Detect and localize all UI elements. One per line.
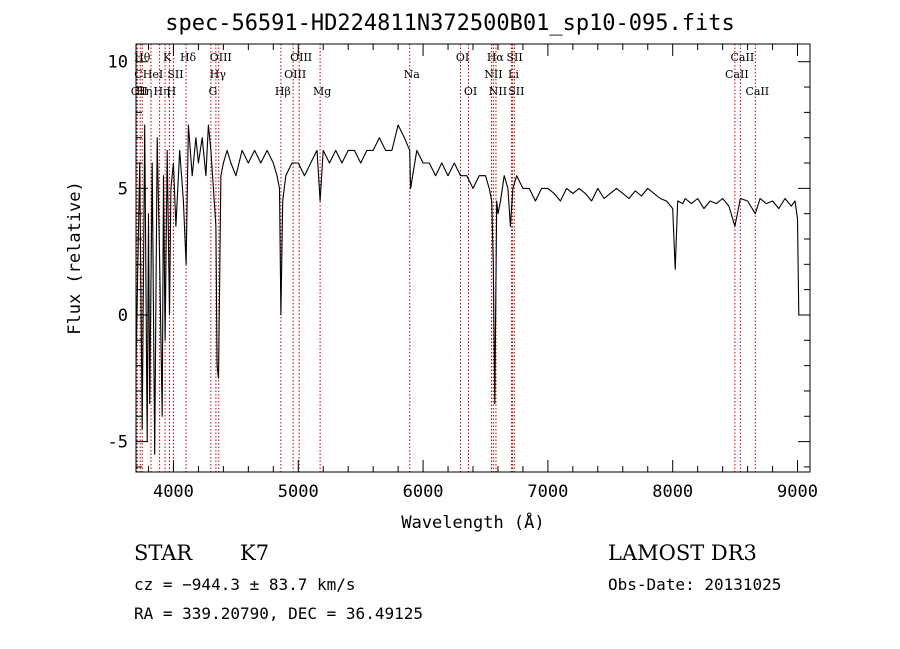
spectral-line-label: OI <box>464 85 477 98</box>
spectral-line-label: OIII <box>210 51 232 64</box>
spectral-line-label: K <box>163 51 172 64</box>
spectral-line-label: OIII <box>284 68 306 81</box>
x-tick-label: 6000 <box>403 482 444 502</box>
redshift-velocity: cz = −944.3 ± 83.7 km/s <box>134 575 356 594</box>
spectral-line-label: Hα <box>487 51 505 64</box>
y-tick-label: -5 <box>108 433 128 453</box>
spectral-line-label: Hη <box>136 85 152 98</box>
spectral-line-label: SII <box>167 68 183 81</box>
spectral-line-label: Hγ <box>210 68 227 81</box>
spectral-line-label: OIII <box>290 51 312 64</box>
spectral-line-label: NII <box>484 68 502 81</box>
spectral-line-label: SII <box>506 51 522 64</box>
y-tick-label: 5 <box>118 179 128 199</box>
spectral-line-label: Hβ <box>275 85 291 98</box>
object-subclass: K7 <box>240 541 270 565</box>
spectral-line-label: SII <box>508 85 524 98</box>
plot-frame <box>135 43 811 473</box>
spectral-line-label: CII <box>131 85 148 98</box>
spectral-line-label: CaII <box>725 68 749 81</box>
spectral-line-label: Hη <box>153 85 169 98</box>
spectral-line-label: C <box>134 68 142 81</box>
coordinates: RA = 339.20790, DEC = 36.49125 <box>134 604 423 623</box>
spectral-line-label: Hθ <box>134 51 151 64</box>
spectral-line-label: Mg <box>313 85 331 98</box>
survey-name: LAMOST DR3 <box>608 541 757 565</box>
x-tick-label: 7000 <box>527 482 568 502</box>
y-tick-label: 10 <box>108 53 128 73</box>
y-tick-label: 0 <box>118 306 128 326</box>
spectral-line-label: Hδ <box>180 51 197 64</box>
spectral-line-label: CaII <box>745 85 769 98</box>
spectral-line-label: HeI <box>143 68 163 81</box>
spectral-line-label: OI <box>456 51 469 64</box>
spectral-line-label: H <box>167 85 177 98</box>
x-tick-label: 4000 <box>153 482 194 502</box>
x-tick-label: 8000 <box>652 482 693 502</box>
observation-date: Obs-Date: 20131025 <box>608 575 782 594</box>
y-axis-label: Flux (relative) <box>65 181 85 335</box>
object-class: STAR <box>134 541 193 565</box>
spectral-line-label: G <box>208 85 217 98</box>
x-tick-label: 5000 <box>278 482 319 502</box>
spectral-line-label: Li <box>508 68 519 81</box>
chart-title: spec-56591-HD224811N372500B01_sp10-095.f… <box>165 11 735 36</box>
spectral-line-label: CaII <box>731 51 755 64</box>
x-tick-label: 9000 <box>777 482 818 502</box>
spectral-line-label: Na <box>404 68 421 81</box>
spectrum-line <box>135 124 800 455</box>
spectral-line-label: NII <box>489 85 507 98</box>
x-axis-label: Wavelength (Å) <box>401 511 544 533</box>
